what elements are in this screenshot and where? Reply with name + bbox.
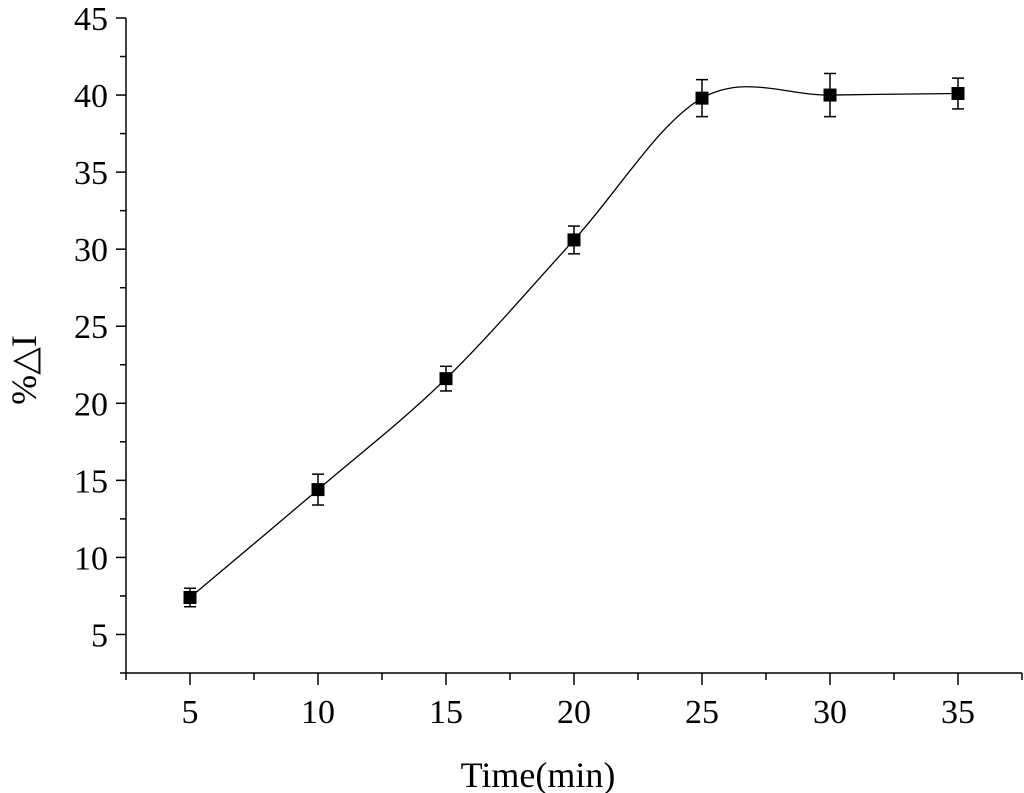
y-tick-label: 10 [74,540,108,577]
x-tick-label: 15 [429,694,463,731]
data-points [183,72,965,608]
x-tick-label: 30 [813,694,847,731]
x-tick-label: 20 [557,694,591,731]
data-point [567,233,581,247]
data-point [823,88,837,102]
axes [125,18,1022,674]
data-point [439,372,453,386]
ticks [116,17,1023,685]
series-line [189,86,959,598]
x-tick-label: 10 [301,694,335,731]
series-curve [189,86,959,598]
y-tick-label: 5 [91,617,108,654]
x-tick-label: 35 [941,694,975,731]
y-tick-label: 35 [74,155,108,192]
y-tick-label: 20 [74,386,108,423]
data-point [951,87,965,101]
y-tick-label: 40 [74,78,108,115]
data-point [695,91,709,105]
y-tick-label: 15 [74,463,108,500]
data-point [183,590,197,604]
y-tick-label: 25 [74,309,108,346]
data-point [311,483,325,497]
x-tick-label: 25 [685,694,719,731]
y-tick-label: 45 [74,1,108,38]
x-axis-title: Time(min) [461,755,616,793]
y-axis-title: %△I [4,335,44,405]
tick-labels: 5 10 15 20 25 30 35 40 45 5 10 15 20 25 30 35 [74,1,975,731]
y-tick-label: 30 [74,232,108,269]
x-tick-label: 5 [182,694,199,731]
